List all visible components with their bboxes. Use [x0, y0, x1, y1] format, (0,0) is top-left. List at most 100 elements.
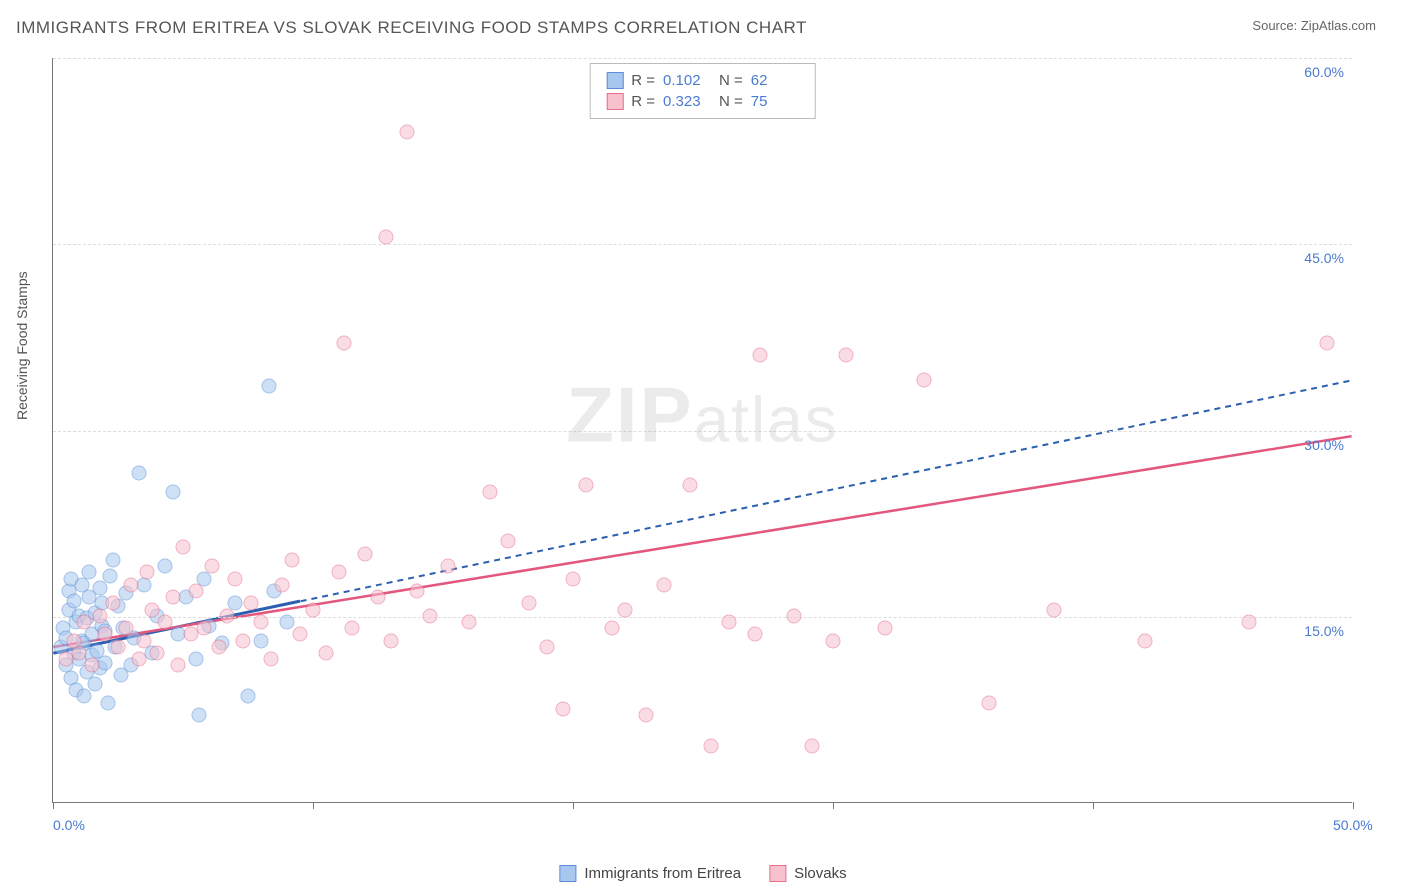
data-point-slovaks: [540, 639, 555, 654]
data-point-slovaks: [105, 596, 120, 611]
y-tick-label: 30.0%: [1304, 437, 1344, 453]
trendline-slovaks: [53, 436, 1351, 647]
data-point-eritrea: [105, 552, 120, 567]
data-point-eritrea: [261, 379, 276, 394]
data-point-slovaks: [150, 646, 165, 661]
data-point-slovaks: [378, 230, 393, 245]
data-point-slovaks: [332, 565, 347, 580]
data-point-eritrea: [280, 614, 295, 629]
data-point-eritrea: [92, 581, 107, 596]
data-point-slovaks: [638, 708, 653, 723]
legend-swatch: [559, 865, 576, 882]
data-point-eritrea: [254, 633, 269, 648]
data-point-slovaks: [501, 534, 516, 549]
data-point-slovaks: [111, 639, 126, 654]
legend-stat-row-slovaks: R =0.323N =75: [606, 91, 799, 112]
legend-n-value: 62: [751, 72, 799, 89]
gridline-horizontal: [53, 617, 1352, 618]
data-point-slovaks: [605, 621, 620, 636]
x-tick: [1093, 802, 1094, 809]
legend-item-slovaks[interactable]: Slovaks: [769, 865, 847, 882]
x-tick: [573, 802, 574, 809]
data-point-slovaks: [384, 633, 399, 648]
data-point-eritrea: [77, 689, 92, 704]
y-tick-label: 60.0%: [1304, 64, 1344, 80]
data-point-slovaks: [137, 633, 152, 648]
data-point-eritrea: [157, 559, 172, 574]
data-point-slovaks: [228, 571, 243, 586]
data-point-slovaks: [293, 627, 308, 642]
data-point-slovaks: [521, 596, 536, 611]
legend-r-label: R =: [631, 93, 655, 110]
data-point-slovaks: [212, 639, 227, 654]
data-point-slovaks: [92, 608, 107, 623]
data-point-eritrea: [103, 569, 118, 584]
source-link[interactable]: ZipAtlas.com: [1301, 18, 1376, 33]
data-point-slovaks: [189, 583, 204, 598]
trendline-eritrea: [53, 380, 1351, 653]
source-label: Source:: [1252, 18, 1297, 33]
y-tick-label: 45.0%: [1304, 250, 1344, 266]
data-point-slovaks: [399, 124, 414, 139]
legend-n-label: N =: [719, 93, 743, 110]
data-point-slovaks: [345, 621, 360, 636]
data-point-slovaks: [176, 540, 191, 555]
data-point-slovaks: [555, 701, 570, 716]
source-credit: Source: ZipAtlas.com: [1252, 18, 1376, 33]
data-point-slovaks: [826, 633, 841, 648]
x-tick-label: 0.0%: [53, 817, 85, 833]
data-point-slovaks: [144, 602, 159, 617]
data-point-slovaks: [264, 652, 279, 667]
data-point-slovaks: [1242, 614, 1257, 629]
data-point-slovaks: [131, 652, 146, 667]
data-point-slovaks: [204, 559, 219, 574]
gridline-horizontal: [53, 431, 1352, 432]
legend-r-label: R =: [631, 72, 655, 89]
data-point-slovaks: [124, 577, 139, 592]
x-tick: [833, 802, 834, 809]
data-point-slovaks: [220, 608, 235, 623]
scatter-chart: ZIPatlas R =0.102N =62R =0.323N =75 15.0…: [52, 58, 1352, 803]
data-point-slovaks: [72, 646, 87, 661]
series-legend: Immigrants from Eritrea Slovaks: [559, 865, 846, 882]
data-point-slovaks: [85, 658, 100, 673]
legend-r-value: 0.323: [663, 93, 711, 110]
data-point-slovaks: [423, 608, 438, 623]
data-point-slovaks: [139, 565, 154, 580]
data-point-slovaks: [579, 478, 594, 493]
legend-label: Slovaks: [794, 865, 847, 882]
y-tick-label: 15.0%: [1304, 623, 1344, 639]
data-point-slovaks: [878, 621, 893, 636]
data-point-slovaks: [618, 602, 633, 617]
data-point-slovaks: [441, 559, 456, 574]
data-point-eritrea: [131, 465, 146, 480]
data-point-eritrea: [66, 593, 81, 608]
legend-n-label: N =: [719, 72, 743, 89]
data-point-slovaks: [243, 596, 258, 611]
data-point-slovaks: [410, 583, 425, 598]
data-point-slovaks: [787, 608, 802, 623]
watermark: ZIPatlas: [566, 370, 839, 461]
data-point-slovaks: [1320, 335, 1335, 350]
data-point-slovaks: [703, 739, 718, 754]
data-point-slovaks: [98, 627, 113, 642]
data-point-slovaks: [285, 552, 300, 567]
data-point-eritrea: [189, 652, 204, 667]
data-point-eritrea: [82, 565, 97, 580]
legend-swatch: [606, 72, 623, 89]
correlation-legend: R =0.102N =62R =0.323N =75: [589, 63, 816, 119]
data-point-slovaks: [839, 348, 854, 363]
data-point-eritrea: [241, 689, 256, 704]
data-point-slovaks: [274, 577, 289, 592]
data-point-slovaks: [1047, 602, 1062, 617]
y-axis-title: Receiving Food Stamps: [14, 271, 30, 420]
data-point-slovaks: [118, 621, 133, 636]
data-point-slovaks: [165, 590, 180, 605]
gridline-horizontal: [53, 244, 1352, 245]
x-tick: [53, 802, 54, 809]
data-point-slovaks: [748, 627, 763, 642]
gridline-horizontal: [53, 58, 1352, 59]
legend-item-eritrea[interactable]: Immigrants from Eritrea: [559, 865, 741, 882]
data-point-slovaks: [683, 478, 698, 493]
data-point-slovaks: [319, 646, 334, 661]
